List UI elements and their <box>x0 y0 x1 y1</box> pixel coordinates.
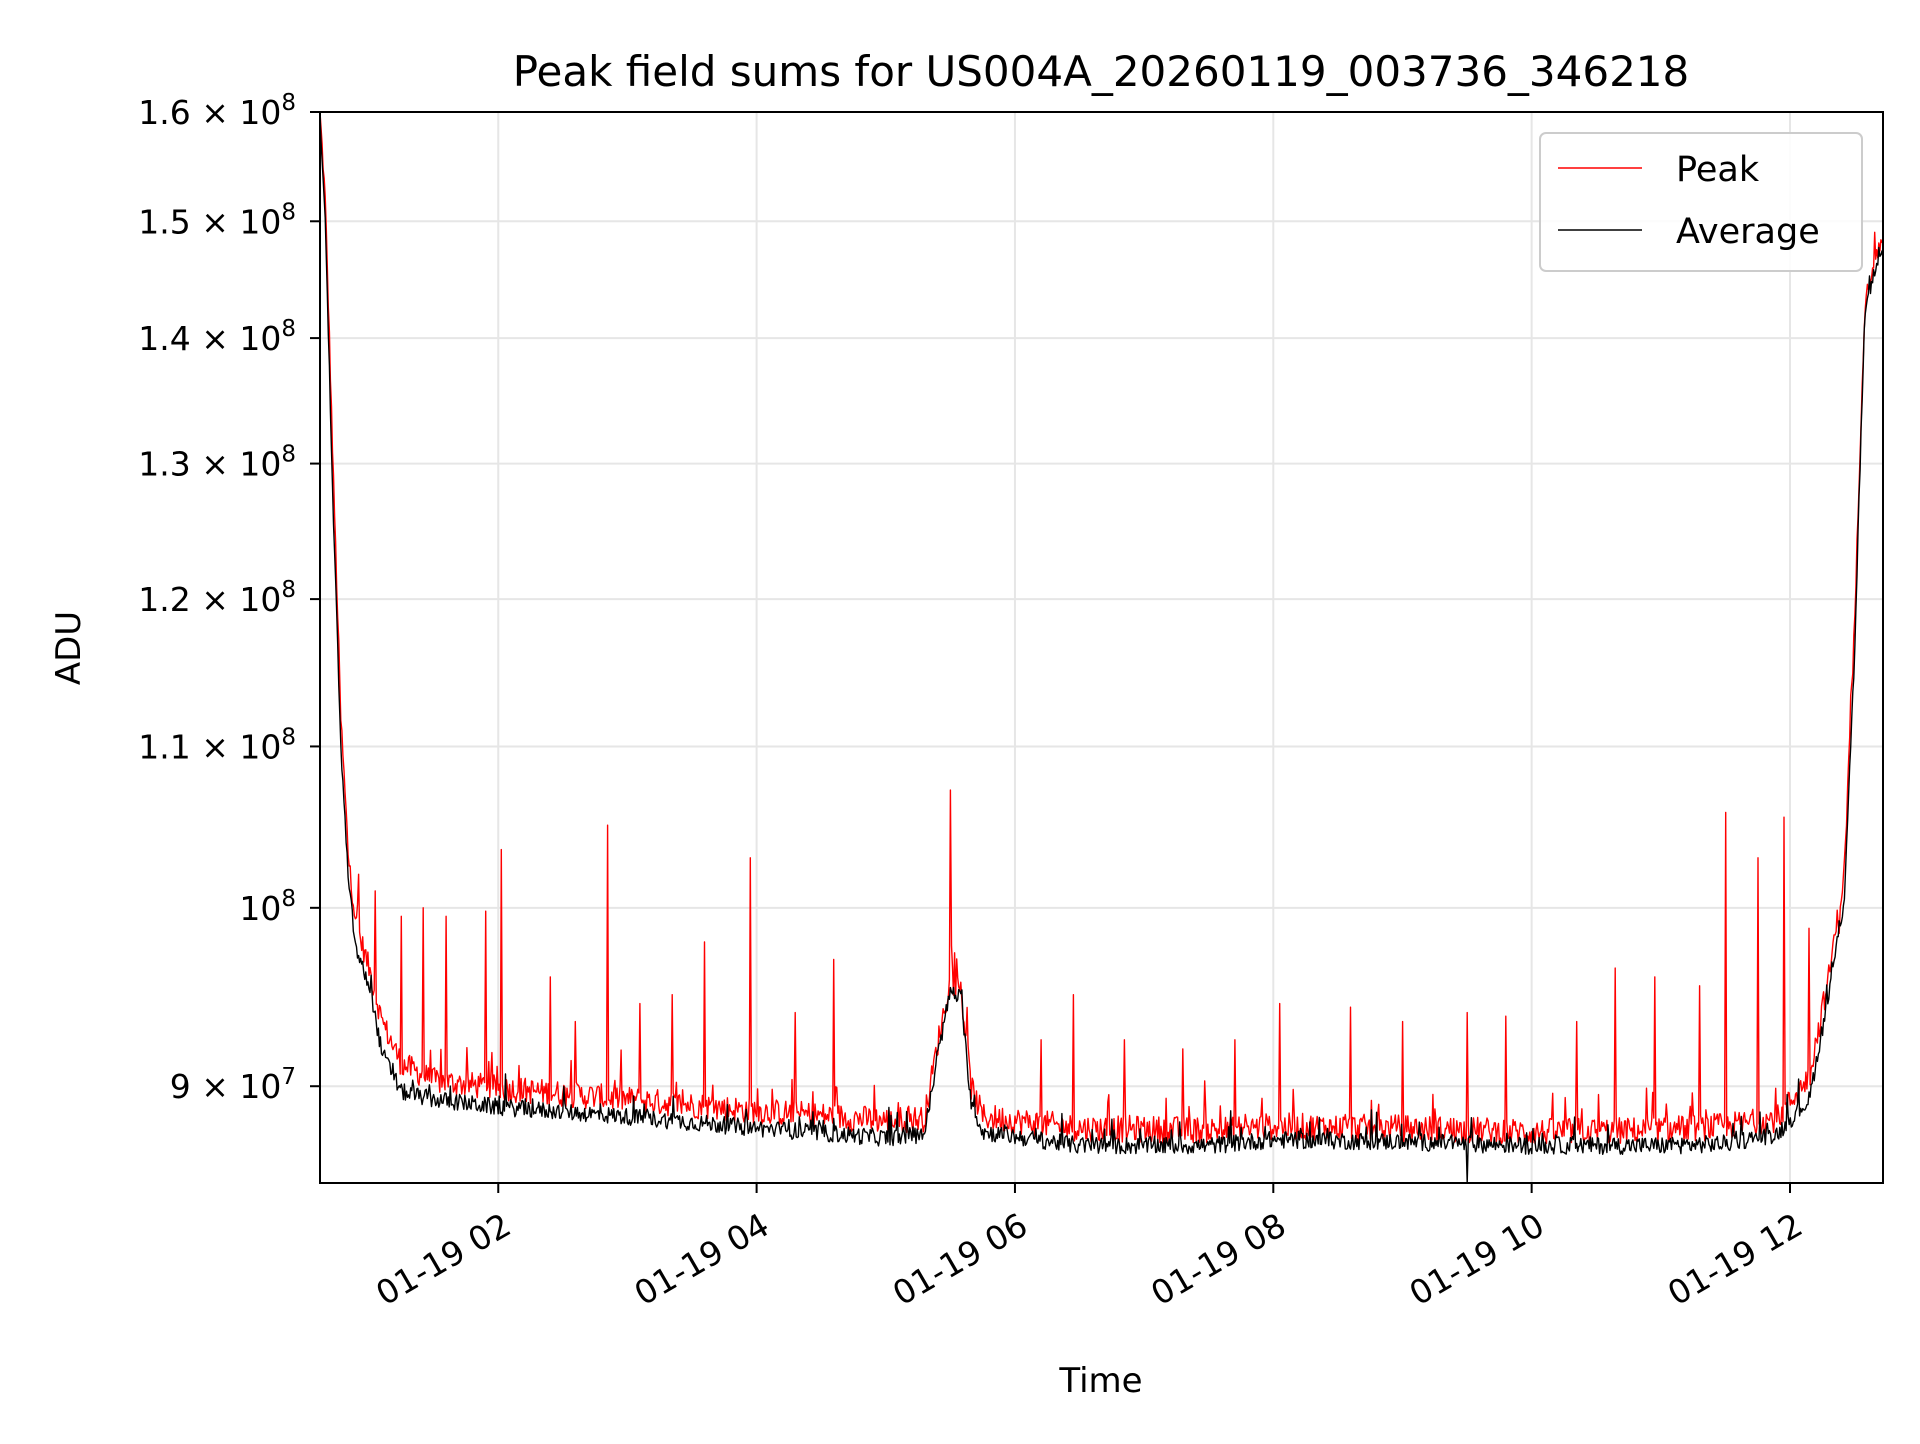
legend: Peak Average <box>1539 132 1863 272</box>
y-tick-mantissa: 1.3 × 10 <box>138 445 281 484</box>
y-tick-exponent: 8 <box>281 199 296 225</box>
series-layer <box>319 111 1884 1184</box>
y-tick-label: 1.1 × 108 <box>138 724 296 766</box>
x-tick-label: 01-19 08 <box>1144 1205 1292 1313</box>
y-tick-label: 1.5 × 108 <box>138 199 296 241</box>
y-tick-exponent: 8 <box>281 577 296 603</box>
y-tick-mantissa: 1.2 × 10 <box>138 580 281 619</box>
y-tick-mantissa: 1.6 × 10 <box>138 93 281 132</box>
x-tick-label: 01-19 12 <box>1661 1205 1809 1313</box>
y-tick-label: 1.6 × 108 <box>138 90 296 132</box>
y-tick-mantissa: 9 × 10 <box>170 1067 282 1106</box>
grid-layer <box>320 111 1883 1183</box>
chart-title: Peak field sums for US004A_20260119_0037… <box>513 47 1690 96</box>
plot-frame <box>319 111 1884 1184</box>
y-tick-exponent: 8 <box>281 442 296 468</box>
y-tick-mantissa: 1.1 × 10 <box>138 727 281 766</box>
y-tick-label: 1.3 × 108 <box>138 442 296 484</box>
legend-peak-label: Peak <box>1676 150 1760 190</box>
y-tick-exponent: 8 <box>281 886 296 912</box>
x-axis-label: Time <box>1058 1361 1142 1401</box>
y-tick-label: 1.4 × 108 <box>138 316 296 358</box>
x-tick-label: 01-19 04 <box>628 1205 776 1313</box>
x-tick-label: 01-19 02 <box>369 1205 517 1313</box>
y-tick-mantissa: 10 <box>239 889 281 928</box>
y-tick-exponent: 8 <box>281 90 296 116</box>
y-tick-exponent: 8 <box>281 316 296 342</box>
x-tick-label: 01-19 10 <box>1403 1205 1551 1313</box>
y-tick-mantissa: 1.4 × 10 <box>138 319 281 358</box>
series-line-peak <box>319 111 1884 1146</box>
legend-average-label: Average <box>1676 212 1820 252</box>
y-tick-label: 108 <box>239 886 296 928</box>
y-tick-mantissa: 1.5 × 10 <box>138 202 281 241</box>
y-tick-label: 9 × 107 <box>170 1064 296 1106</box>
series-line-average <box>319 114 1884 1184</box>
y-tick-exponent: 8 <box>281 724 296 750</box>
y-tick-label: 1.2 × 108 <box>138 577 296 619</box>
y-axis-label: ADU <box>49 611 89 685</box>
y-tick-exponent: 7 <box>281 1064 296 1090</box>
x-tick-label: 01-19 06 <box>886 1205 1034 1313</box>
